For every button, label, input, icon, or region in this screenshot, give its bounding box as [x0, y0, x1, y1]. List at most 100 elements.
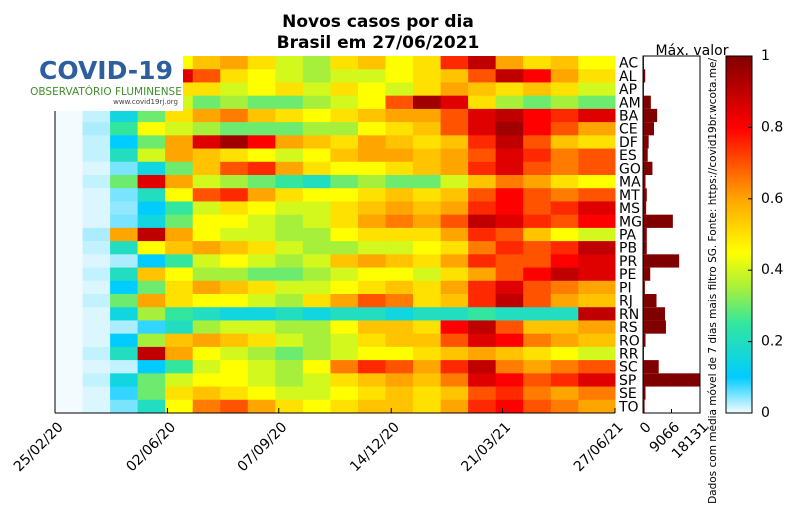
heatmap: ACALAPAMBACEDFESGOMAMTMSMGPAPBPRPEPIRJRN…: [55, 56, 642, 415]
heat-cell: [468, 148, 497, 163]
heat-cell: [495, 333, 524, 348]
heat-cell: [55, 320, 84, 335]
heat-cell: [165, 148, 194, 163]
heat-cell: [357, 280, 386, 295]
heat-cell: [192, 399, 221, 414]
heat-cell: [165, 108, 194, 123]
heat-cell: [302, 95, 331, 110]
heat-cell: [578, 254, 616, 269]
heat-cell: [110, 280, 139, 295]
heat-cell: [55, 307, 84, 321]
heat-cell: [275, 241, 304, 255]
heat-cell: [523, 227, 552, 242]
heat-cell: [110, 241, 139, 255]
colorbar: [725, 55, 753, 414]
heat-cell: [275, 346, 304, 361]
heat-cell: [385, 267, 414, 282]
heat-cell: [275, 108, 304, 123]
heat-cell: [165, 254, 194, 269]
heat-cell: [220, 386, 249, 401]
heat-cell: [165, 346, 194, 361]
heat-cell: [413, 346, 442, 361]
heat-cell: [82, 241, 111, 255]
heat-cell: [468, 175, 497, 189]
heat-cell: [550, 82, 579, 97]
heat-cell: [137, 148, 166, 163]
heat-cell: [302, 320, 331, 335]
heat-cell: [55, 122, 84, 136]
heat-cell: [137, 108, 166, 123]
heat-cell: [82, 333, 111, 348]
heat-cell: [192, 267, 221, 282]
bar: [643, 135, 649, 149]
heat-cell: [523, 69, 552, 83]
heat-cell: [137, 254, 166, 269]
heat-cell: [220, 135, 249, 150]
y-tick-label: MG: [619, 214, 642, 230]
heat-cell: [192, 307, 221, 321]
bar: [643, 122, 655, 136]
heat-cell: [220, 188, 249, 202]
heat-cell: [110, 386, 139, 401]
heat-cell: [247, 108, 276, 123]
heat-cell: [523, 214, 552, 229]
heat-cell: [165, 135, 194, 150]
heat-cell: [578, 280, 616, 295]
heat-cell: [413, 267, 442, 282]
heat-cell: [192, 161, 221, 176]
heat-cell: [495, 188, 524, 202]
heat-cell: [192, 386, 221, 401]
y-tick-label: PA: [619, 228, 637, 244]
heat-cell: [413, 320, 442, 335]
heat-cell: [192, 122, 221, 136]
heat-cell: [495, 320, 524, 335]
heat-cell: [550, 188, 579, 202]
heat-cell: [55, 161, 84, 176]
heat-cell: [220, 82, 249, 97]
heat-cell: [413, 386, 442, 401]
heat-cell: [550, 214, 579, 229]
heat-cell: [275, 69, 304, 83]
heat-cell: [357, 122, 386, 136]
heat-cell: [550, 333, 579, 348]
heat-cell: [247, 214, 276, 229]
heat-cell: [82, 188, 111, 202]
heat-cell: [523, 386, 552, 401]
heat-cell: [578, 56, 616, 70]
heat-cell: [247, 294, 276, 308]
heat-cell: [55, 333, 84, 348]
bar: [643, 214, 673, 228]
colorbar-tick-label: 0: [761, 405, 770, 421]
heat-cell: [440, 227, 469, 242]
heat-cell: [440, 307, 469, 321]
heat-cell: [192, 360, 221, 374]
heat-cell: [302, 161, 331, 176]
x-tick-label: 27/06/21: [571, 419, 627, 475]
heat-cell: [220, 399, 249, 414]
heat-cell: [523, 148, 552, 163]
heat-cell: [302, 360, 331, 374]
heat-cell: [247, 135, 276, 150]
heat-cell: [302, 386, 331, 401]
heat-cell: [523, 346, 552, 361]
heat-cell: [440, 82, 469, 97]
heat-cell: [468, 307, 497, 321]
heat-cell: [523, 267, 552, 282]
heat-cell: [385, 148, 414, 163]
heat-cell: [165, 122, 194, 136]
heat-cell: [357, 148, 386, 163]
heat-cell: [495, 254, 524, 269]
heat-cell: [330, 82, 359, 97]
heat-cell: [385, 95, 414, 110]
heat-cell: [110, 188, 139, 202]
heat-cell: [220, 148, 249, 163]
heat-cell: [275, 201, 304, 216]
logo-subtitle: OBSERVATÓRIO FLUMINENSE: [30, 85, 182, 98]
heat-cell: [413, 227, 442, 242]
heat-cell: [110, 294, 139, 308]
heat-cell: [137, 386, 166, 401]
heat-cell: [385, 386, 414, 401]
heat-cell: [137, 360, 166, 374]
heat-cell: [220, 95, 249, 110]
heat-cell: [82, 254, 111, 269]
